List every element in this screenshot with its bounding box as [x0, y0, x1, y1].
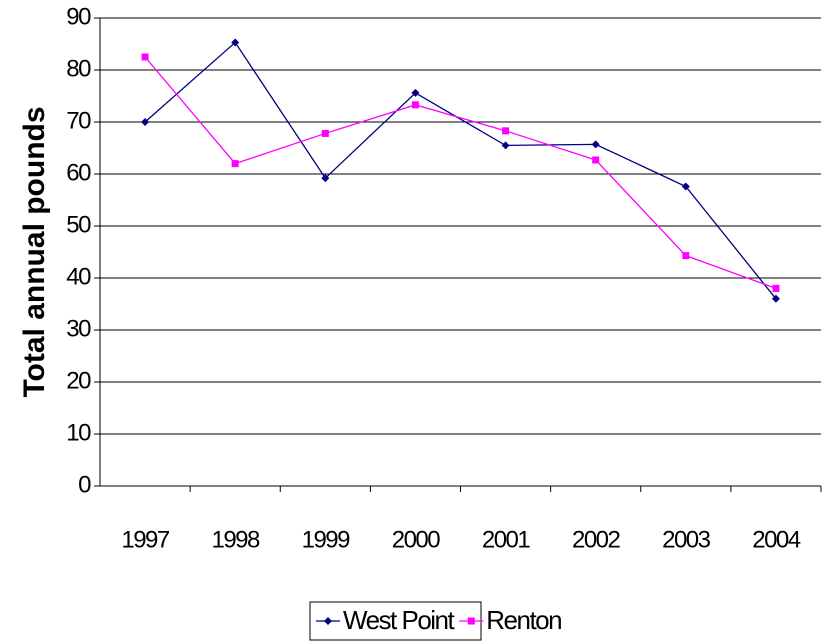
marker [231, 160, 239, 168]
marker [321, 174, 330, 183]
y-tick-label: 0 [78, 471, 91, 498]
legend-label: Renton [486, 605, 561, 635]
marker [771, 294, 780, 303]
marker [411, 88, 420, 97]
x-tick-label: 2002 [572, 526, 621, 553]
marker [321, 129, 329, 137]
marker [501, 141, 510, 150]
series-line [144, 41, 777, 300]
marker [591, 140, 600, 149]
marker [592, 156, 600, 164]
x-tick-label: 1998 [211, 526, 260, 553]
y-tick-label: 50 [66, 211, 91, 238]
marker [682, 252, 690, 260]
x-tick-label: 2000 [392, 526, 441, 553]
marker [231, 38, 240, 47]
legend-label: West Point [343, 605, 456, 635]
y-tick-label: 20 [66, 367, 91, 394]
y-tick-label: 10 [66, 419, 91, 446]
x-tick-label: 2001 [482, 526, 531, 553]
y-tick-label: 70 [66, 107, 91, 134]
x-tick-label: 1999 [302, 526, 351, 553]
marker [681, 182, 690, 191]
y-tick-label: 80 [66, 55, 91, 82]
series-line [144, 56, 777, 290]
marker [324, 617, 332, 625]
y-tick-label: 30 [66, 315, 91, 342]
y-axis-label: Total annual pounds [18, 106, 51, 397]
x-tick-label: 2004 [752, 526, 801, 553]
marker [772, 284, 780, 292]
y-tick-label: 90 [66, 3, 91, 30]
marker [141, 53, 149, 61]
legend: West Point Renton [309, 601, 563, 641]
marker [141, 118, 150, 126]
y-tick-label: 40 [66, 263, 91, 290]
x-tick-label: 1997 [121, 526, 170, 553]
marker [467, 617, 475, 625]
marker [411, 101, 419, 109]
y-tick-label: 60 [66, 159, 91, 186]
marker [502, 127, 510, 135]
x-tick-label: 2003 [662, 526, 711, 553]
